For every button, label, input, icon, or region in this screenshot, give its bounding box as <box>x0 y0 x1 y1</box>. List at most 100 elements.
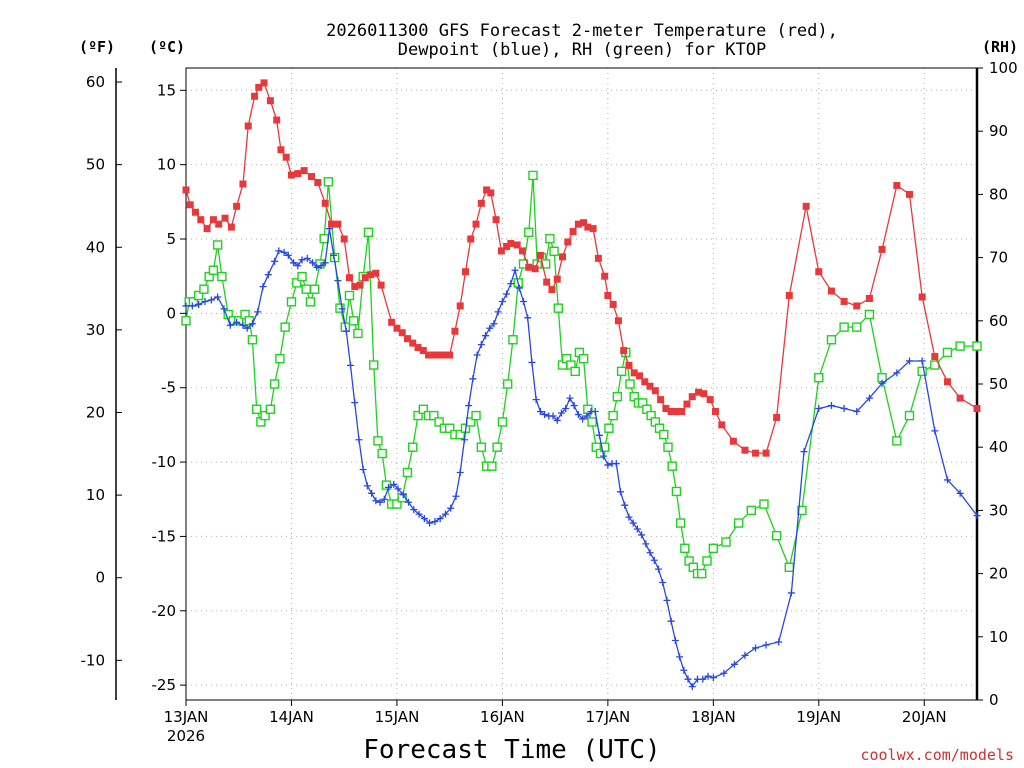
temperature-point <box>609 300 617 308</box>
fahrenheit-tick-label: -10 <box>81 651 106 669</box>
rh-point <box>721 537 731 547</box>
temperature-point <box>191 208 199 216</box>
temperature-point <box>255 83 263 91</box>
rh-point <box>616 366 627 377</box>
dewpoint-point <box>663 596 671 604</box>
temperature-point <box>227 223 235 231</box>
dewpoint-point <box>591 408 599 416</box>
dewpoint-point <box>730 660 738 668</box>
time-tick-label: 16JAN <box>480 708 525 726</box>
temperature-point <box>388 318 396 326</box>
temperature-point <box>472 220 480 228</box>
dewpoint-point <box>815 405 823 413</box>
rh-point <box>251 404 262 414</box>
series-layer <box>181 79 982 691</box>
dewpoint-point <box>956 489 964 497</box>
dewpoint-point <box>625 513 633 521</box>
dewpoint-point <box>188 302 196 310</box>
rh-point <box>408 442 418 452</box>
dewpoint-point <box>303 254 311 262</box>
temperature-point <box>300 167 308 175</box>
rh-point <box>323 177 334 187</box>
rh-point <box>301 284 311 294</box>
rh-point <box>373 436 383 446</box>
dewpoint-point <box>659 579 667 587</box>
celsius-tick-label: 0 <box>166 304 176 322</box>
rh-point <box>540 259 551 269</box>
rh-point <box>476 442 487 452</box>
temperature-point <box>409 339 417 347</box>
temperature-point <box>456 302 464 310</box>
dewpoint-point <box>579 415 587 423</box>
credit-label: coolwx.com/models <box>860 746 1014 764</box>
temperature-point <box>630 369 638 377</box>
rh-point <box>608 410 618 421</box>
temperature-point <box>574 220 582 228</box>
temperature-point <box>662 405 670 413</box>
dewpoint-point <box>482 332 490 340</box>
rh-point <box>852 322 862 332</box>
dewpoint-point <box>654 565 662 573</box>
dewpoint-point <box>528 358 536 366</box>
dewpoint-point <box>684 675 692 683</box>
dewpoint-point <box>704 672 712 680</box>
celsius-unit-label: (ºC) <box>149 38 185 56</box>
rh-point <box>524 227 534 238</box>
temperature-point <box>580 219 588 227</box>
temperature-point <box>361 274 369 282</box>
temperature-point <box>706 396 714 404</box>
dewpoint-point <box>405 498 413 506</box>
rh-point <box>972 341 982 351</box>
dewpoint-point <box>650 556 658 564</box>
rh-point <box>363 227 374 238</box>
rh-point <box>942 347 953 358</box>
dewpoint-point <box>688 683 696 691</box>
temperature-point <box>507 239 515 247</box>
dewpoint-point <box>931 427 939 435</box>
temperature-point <box>497 247 505 255</box>
rh-point <box>746 505 757 516</box>
dewpoint-point <box>943 476 951 484</box>
temperature-point <box>260 79 268 87</box>
temperature-point <box>956 394 964 402</box>
dewpoint-point <box>646 549 654 557</box>
rh-point <box>671 486 682 497</box>
dewpoint-point <box>359 466 367 474</box>
rh-point <box>305 297 316 307</box>
rh-point <box>269 379 280 389</box>
temperature-point <box>328 220 336 228</box>
dewpoint-point <box>290 259 298 267</box>
temperature-point <box>351 283 359 291</box>
temperature-point <box>752 449 760 457</box>
dewpoint-point <box>906 357 914 365</box>
temperature-point <box>678 408 686 416</box>
celsius-tick-label: -10 <box>152 453 177 471</box>
dewpoint-point <box>239 321 247 329</box>
temperature-point <box>440 351 448 359</box>
temperature-point <box>672 408 680 416</box>
rh-point <box>344 290 355 301</box>
temperature-point <box>625 361 633 369</box>
rh-point <box>604 423 614 433</box>
temperature-point <box>943 378 951 386</box>
dewpoint-point <box>436 515 444 523</box>
dewpoint-point <box>309 259 317 267</box>
dewpoint-point <box>456 468 464 476</box>
temperature-point <box>233 202 241 210</box>
fahrenheit-tick-label: 40 <box>86 238 105 256</box>
temperature-point <box>403 335 411 343</box>
temperature-point <box>393 324 401 332</box>
rh-point <box>286 297 297 307</box>
rh-point <box>234 316 244 326</box>
dewpoint-point <box>503 290 511 298</box>
dewpoint-point <box>384 483 392 491</box>
dewpoint-point <box>399 491 407 499</box>
dewpoint-point <box>973 512 981 520</box>
dewpoint-point <box>313 263 321 271</box>
rh-point <box>181 316 191 326</box>
temperature-point <box>340 235 348 243</box>
dewpoint-point <box>553 416 561 424</box>
dewpoint-point <box>195 300 203 308</box>
dewpoint-point <box>680 666 688 674</box>
dewpoint-point <box>800 448 808 456</box>
